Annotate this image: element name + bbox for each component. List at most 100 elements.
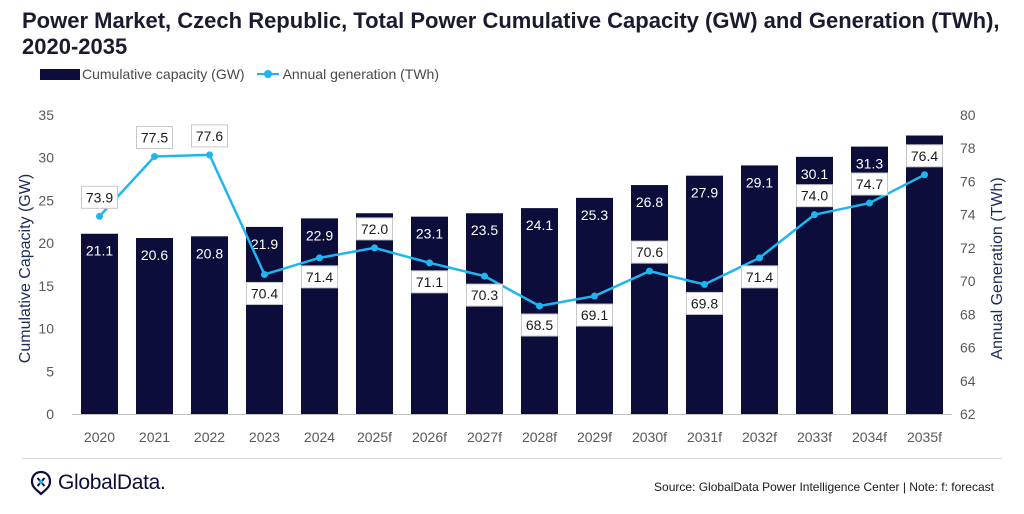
y-right-tick-label: 78	[960, 140, 976, 156]
capacity-bar	[631, 185, 668, 414]
generation-data-label: 68.5	[526, 317, 553, 333]
generation-marker	[316, 254, 323, 262]
generation-marker	[371, 244, 378, 252]
chart-legend: Cumulative capacity (GW) Annual generati…	[40, 66, 451, 82]
generation-data-label: 77.5	[141, 130, 168, 146]
x-tick-label: 2028f	[522, 429, 557, 445]
generation-data-label: 70.6	[636, 244, 663, 260]
generation-data-label: 74.0	[801, 188, 828, 204]
x-tick-label: 2026f	[412, 429, 447, 445]
generation-marker	[866, 199, 873, 207]
generation-label-box	[411, 270, 448, 294]
y-right-tick-label: 66	[960, 340, 976, 356]
generation-data-label: 73.9	[86, 189, 113, 205]
legend-bar-swatch	[40, 68, 80, 80]
legend-item-capacity: Cumulative capacity (GW)	[40, 66, 245, 82]
generation-marker	[96, 212, 103, 220]
generation-data-label: 74.7	[856, 176, 883, 192]
source-note: Source: GlobalData Power Intelligence Ce…	[654, 480, 994, 494]
generation-marker	[536, 302, 543, 310]
x-tick-label: 2025f	[357, 429, 392, 445]
generation-data-label: 69.1	[581, 307, 608, 323]
generation-marker	[591, 292, 598, 300]
capacity-bar	[246, 226, 283, 414]
y-left-tick-label: 30	[38, 150, 54, 166]
generation-label-box	[81, 185, 118, 209]
generation-marker	[921, 171, 928, 179]
generation-label-box	[136, 126, 173, 150]
generation-label-box	[741, 265, 778, 289]
capacity-bar	[136, 238, 173, 414]
x-tick-label: 2031f	[687, 429, 722, 445]
generation-marker	[426, 259, 433, 267]
x-tick-label: 2023	[249, 429, 280, 445]
globaldata-logo-icon	[30, 470, 52, 496]
y-left-tick-label: 20	[38, 235, 54, 251]
x-tick-label: 2032f	[742, 429, 777, 445]
generation-data-label: 70.4	[251, 285, 278, 301]
generation-label-box	[521, 313, 558, 337]
capacity-bar	[301, 218, 338, 414]
generation-label-box	[906, 144, 943, 168]
capacity-bar	[521, 208, 558, 414]
x-tick-label: 2024	[304, 429, 335, 445]
y-right-tick-label: 80	[960, 107, 976, 123]
generation-label-box	[191, 124, 228, 148]
legend-label-generation: Annual generation (TWh)	[282, 66, 440, 82]
x-tick-label: 2029f	[577, 429, 612, 445]
capacity-data-label: 21.9	[251, 236, 278, 252]
capacity-data-label: 20.8	[196, 245, 223, 261]
x-tick-label: 2034f	[852, 429, 887, 445]
y-right-tick-label: 68	[960, 306, 976, 322]
generation-label-box	[576, 303, 613, 327]
y-right-tick-label: 62	[960, 406, 976, 422]
generation-data-label: 70.3	[471, 287, 498, 303]
chart-title: Power Market, Czech Republic, Total Powe…	[22, 8, 1000, 59]
y-right-tick-label: 64	[960, 373, 976, 389]
footer-divider	[22, 458, 1002, 459]
capacity-bar	[741, 165, 778, 414]
capacity-data-label: 25.3	[581, 207, 608, 223]
capacity-bar	[466, 213, 503, 414]
generation-line	[98, 153, 926, 308]
x-tick-label: 2022	[194, 429, 225, 445]
x-tick-label: 2020	[84, 429, 115, 445]
generation-data-label: 71.4	[746, 269, 773, 285]
capacity-bar	[191, 236, 228, 414]
x-tick-label: 2021	[139, 429, 170, 445]
generation-data-label: 72.0	[361, 221, 388, 237]
capacity-data-label: 27.9	[691, 185, 718, 201]
capacity-bar	[411, 216, 448, 414]
legend-item-generation: Annual generation (TWh)	[256, 66, 440, 82]
y-right-axis-title: Annual Generation (TWh)	[989, 177, 1006, 359]
y-left-tick-label: 35	[38, 107, 54, 123]
x-tick-label: 2033f	[797, 429, 832, 445]
generation-label-box	[631, 240, 668, 264]
generation-marker	[151, 153, 158, 161]
generation-data-label: 77.6	[196, 128, 223, 144]
capacity-data-label: 26.8	[636, 194, 663, 210]
capacity-data-label: 22.9	[306, 227, 333, 243]
generation-label-box	[301, 265, 338, 289]
generation-label-box	[466, 283, 503, 307]
capacity-bar	[356, 213, 393, 414]
y-left-tick-label: 0	[46, 406, 54, 422]
capacity-data-label: 29.1	[746, 174, 773, 190]
y-right-tick-label: 72	[960, 240, 976, 256]
generation-marker	[811, 211, 818, 219]
generation-marker	[646, 267, 653, 275]
y-left-tick-label: 15	[38, 278, 54, 294]
generation-marker	[206, 151, 213, 159]
capacity-data-label: 23.5	[471, 222, 498, 238]
generation-marker	[701, 280, 708, 288]
generation-data-label: 71.4	[306, 269, 333, 285]
capacity-bar	[81, 233, 118, 414]
generation-label-box	[851, 172, 888, 196]
y-right-tick-label: 76	[960, 173, 976, 189]
y-left-tick-label: 5	[46, 363, 54, 379]
y-left-tick-label: 25	[38, 192, 54, 208]
legend-label-capacity: Cumulative capacity (GW)	[82, 66, 245, 82]
capacity-data-label: 23.1	[416, 226, 443, 242]
capacity-data-label: 31.3	[856, 156, 883, 172]
